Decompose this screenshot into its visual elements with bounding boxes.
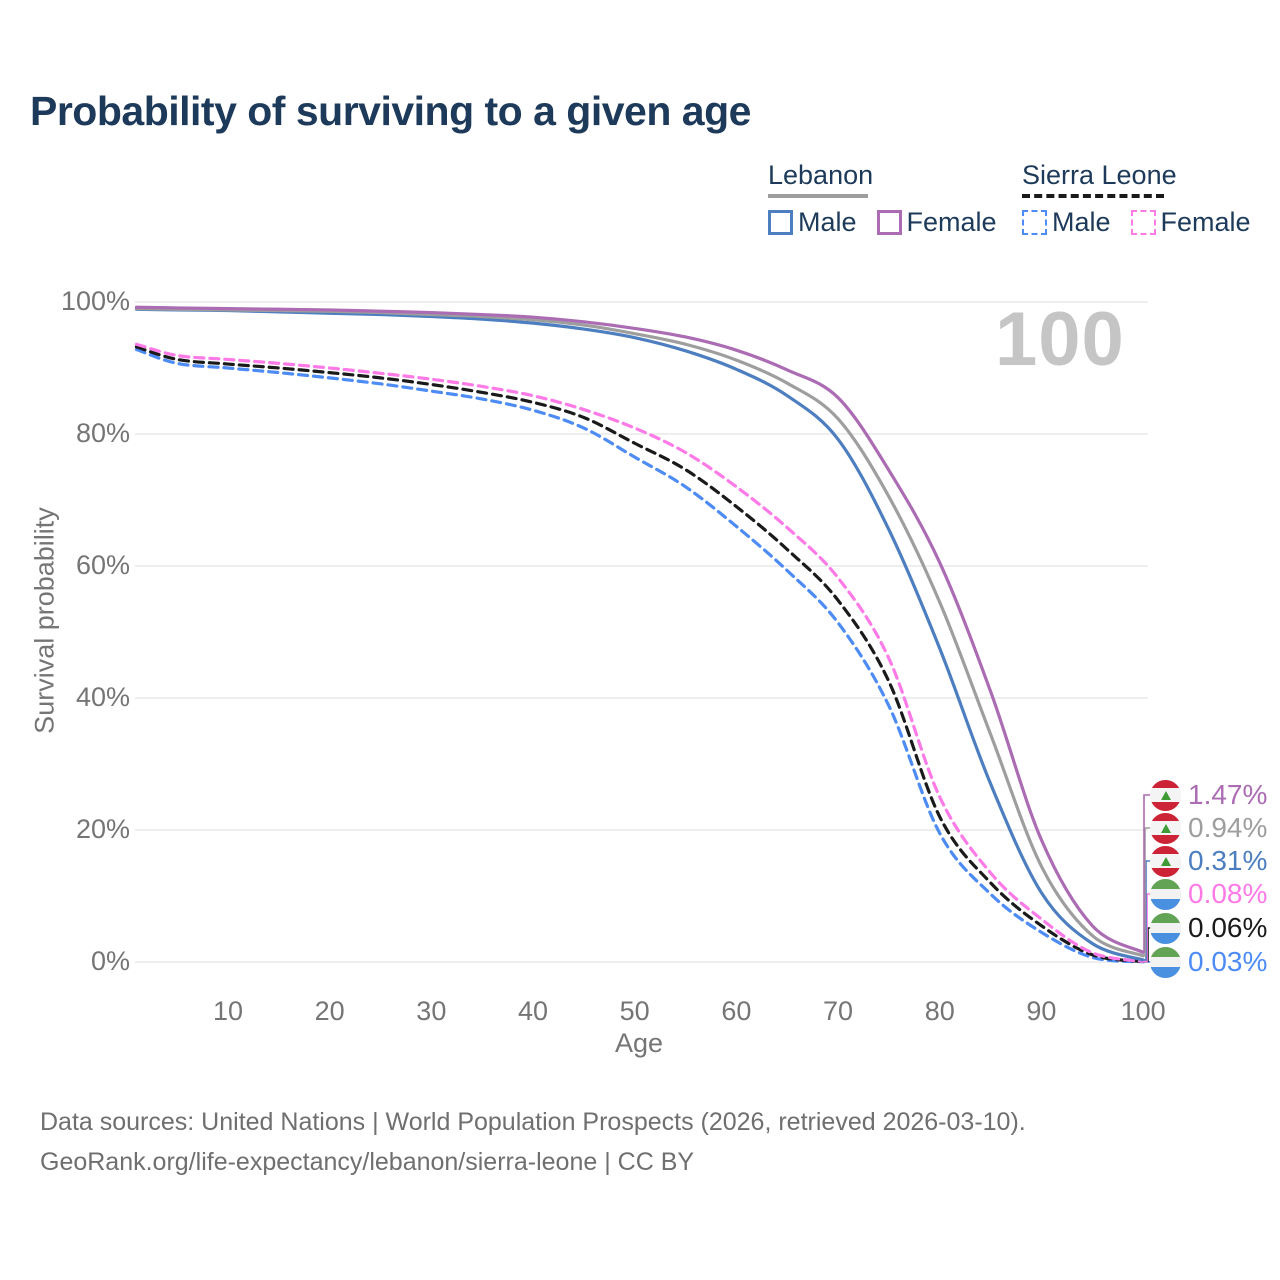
legend-country-label: Lebanon [768,160,874,190]
x-tick-label: 100 [1120,996,1166,1026]
end-label-sierra-leone-all: 0.06% [1150,912,1267,944]
x-tick-label: 20 [314,996,345,1026]
end-value: 0.06% [1188,912,1268,943]
sierra-leone-female-swatch-icon [1130,210,1156,235]
lebanon-flag-icon [1150,845,1181,877]
curve-sl_male [134,347,1145,964]
y-tick-label: 40% [75,682,130,712]
x-tick-label: 10 [212,996,243,1026]
legend-item-lebanon-female[interactable]: Female [876,207,997,238]
lebanon-male-swatch-icon [768,210,793,235]
lebanon-flag-icon [1150,779,1181,811]
legend-group-lebanon: Lebanon Male Female [768,160,997,238]
y-tick-label: 20% [75,814,130,844]
legend-country-label: Sierra Leone [1022,160,1177,190]
legend-item-lebanon-male[interactable]: Male [768,207,857,238]
x-tick-label: 90 [1026,996,1057,1026]
curve-sl_all [134,345,1145,964]
hovered-age-annotation: 100 [995,297,1125,382]
curve-leb_all [134,307,1145,958]
legend-item-label: Male [1052,207,1111,237]
y-tick-label: 0% [90,946,130,976]
end-value: 0.03% [1188,946,1268,977]
sierra-leone-line-style-swatch [1022,194,1164,198]
sierra-leone-flag-icon [1150,946,1181,978]
lebanon-line-style-swatch [768,194,868,198]
end-label-sierra-leone-female: 0.08% [1150,878,1267,910]
y-tick-label: 60% [75,550,130,580]
x-axis-title: Age [614,1028,664,1058]
y-tick-label: 100% [60,286,130,316]
curve-leb_female [134,305,1145,954]
legend-group-sierra-leone: Sierra Leone Male Female [1022,160,1251,238]
end-value: 0.94% [1188,812,1268,843]
curve-leb_male [134,307,1145,962]
y-tick-label: 80% [75,418,130,448]
end-label-lebanon-female: 1.47% [1150,779,1267,811]
x-tick-label: 30 [416,996,447,1026]
end-label-sierra-leone-male: 0.03% [1150,946,1267,978]
x-tick-label: 70 [823,996,854,1026]
x-tick-label: 60 [721,996,752,1026]
lebanon-flag-icon [1150,812,1181,844]
legend-item-sierra-leone-male[interactable]: Male [1022,207,1111,238]
x-tick-label: 40 [517,996,549,1026]
legend-item-label: Female [906,207,997,237]
sierra-leone-flag-icon [1150,912,1181,944]
curve-sl_female [134,342,1145,964]
legend-item-label: Female [1160,207,1251,237]
end-label-lebanon-all: 0.94% [1150,812,1267,844]
legend-item-sierra-leone-female[interactable]: Female [1130,207,1251,238]
sierra-leone-flag-icon [1150,878,1181,910]
end-label-lebanon-male: 0.31% [1150,845,1267,877]
x-tick-label: 50 [619,996,650,1026]
lebanon-female-swatch-icon [876,210,902,235]
end-value: 0.08% [1188,878,1268,909]
x-tick-label: 80 [924,996,955,1026]
end-value: 0.31% [1188,845,1268,876]
sierra-leone-male-swatch-icon [1022,210,1047,235]
attribution-link-text[interactable]: GeoRank.org/life-expectancy/lebanon/sier… [40,1148,695,1176]
end-value: 1.47% [1188,779,1268,810]
y-axis-title: Survival probability [29,507,60,734]
legend-item-label: Male [798,207,857,237]
page-title: Probability of surviving to a given age [30,88,751,134]
data-sources-text: Data sources: United Nations | World Pop… [40,1108,1026,1136]
